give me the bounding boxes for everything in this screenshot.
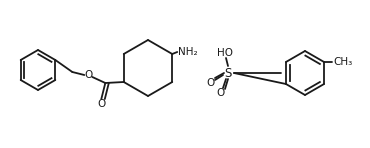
Text: O: O (216, 88, 224, 98)
Text: O: O (206, 78, 214, 88)
Text: HO: HO (217, 48, 233, 58)
Text: S: S (224, 66, 232, 79)
Text: NH₂: NH₂ (178, 47, 198, 57)
Text: O: O (84, 70, 92, 80)
Text: CH₃: CH₃ (333, 57, 352, 67)
Text: O: O (97, 99, 105, 109)
